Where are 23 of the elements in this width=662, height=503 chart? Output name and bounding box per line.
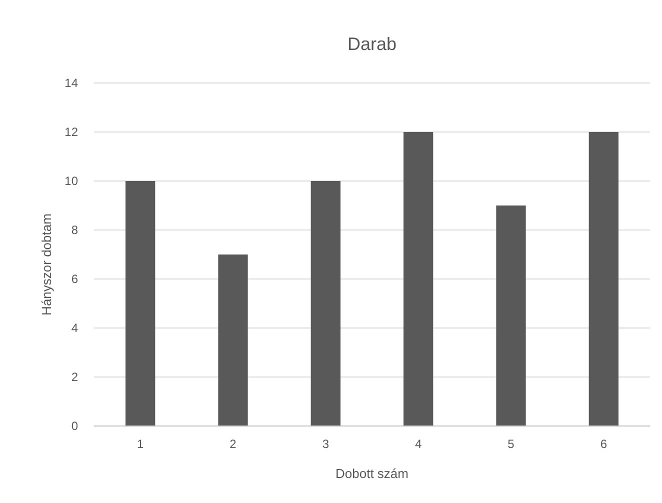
bar: [496, 206, 526, 426]
x-tick-label: 2: [230, 437, 237, 451]
y-tick-label: 10: [64, 174, 78, 188]
bar: [404, 132, 434, 426]
y-tick-label: 14: [64, 76, 78, 90]
x-tick-label: 4: [414, 437, 422, 451]
x-tick-label: 6: [600, 437, 608, 451]
y-tick-label: 0: [71, 419, 78, 434]
bar: [310, 181, 340, 426]
chart-title: Darab: [347, 34, 397, 54]
bar: [588, 132, 618, 426]
x-axis-title: Dobott szám: [336, 466, 408, 481]
x-tick-label: 1: [136, 437, 144, 451]
y-tick-label: 8: [71, 223, 78, 238]
bar: [126, 181, 156, 426]
y-tick-label: 6: [71, 272, 78, 286]
y-axis-title: Hányszor dobtam: [39, 214, 54, 316]
y-tick-label: 4: [71, 321, 78, 336]
x-tick-label: 5: [508, 437, 515, 451]
bar: [218, 254, 248, 426]
y-tick-label: 12: [64, 125, 78, 140]
y-tick-label: 2: [71, 370, 78, 384]
x-tick-label: 3: [322, 437, 330, 451]
